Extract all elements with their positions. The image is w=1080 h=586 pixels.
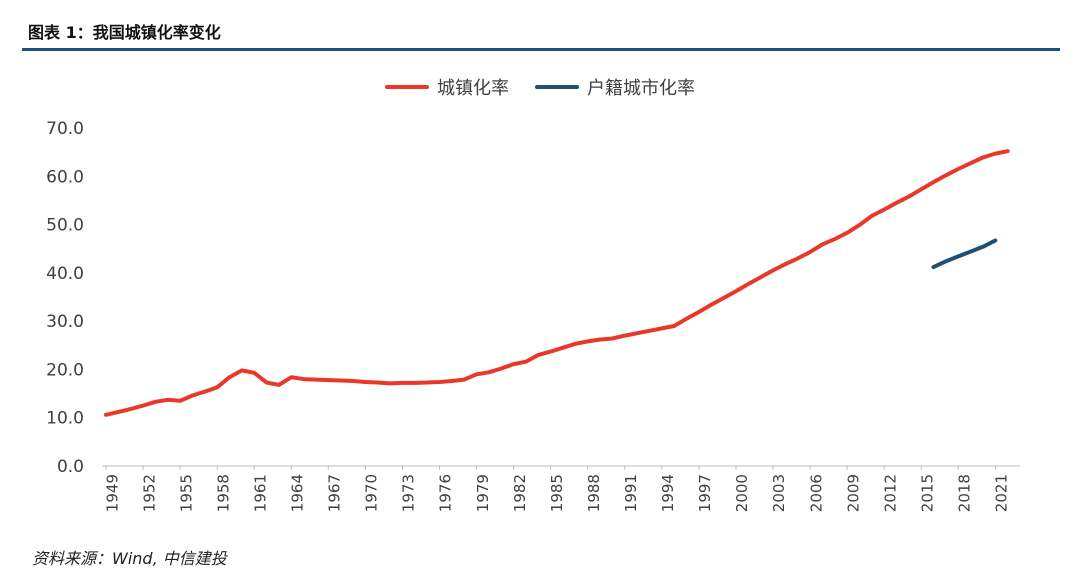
x-tick-label: 1997 <box>696 474 714 512</box>
series-line-registered-urbanization <box>931 238 998 270</box>
x-tick-label: 1985 <box>548 474 566 512</box>
legend-label-urbanization: 城镇化率 <box>437 78 509 99</box>
figure-title: 图表 1：我国城镇化率变化 <box>28 23 221 42</box>
x-tick-label: 2000 <box>733 474 751 512</box>
title-divider <box>22 48 1060 51</box>
x-tick-label: 2006 <box>807 474 825 512</box>
x-tick-label: 1955 <box>177 474 195 512</box>
x-tick-label: 1994 <box>659 474 677 512</box>
x-tick-label: 1964 <box>289 474 307 512</box>
y-tick-label: 40.0 <box>46 264 84 284</box>
x-tick-label: 2018 <box>955 474 973 512</box>
x-tick-label: 1973 <box>400 474 418 512</box>
x-tick-label: 1949 <box>103 474 121 512</box>
y-tick-label: 50.0 <box>46 216 84 236</box>
legend-item-urbanization: 城镇化率 <box>385 74 509 100</box>
y-tick-label: 20.0 <box>46 360 84 380</box>
x-tick-label: 1952 <box>140 474 158 512</box>
x-tick-label: 2003 <box>770 474 788 512</box>
x-tick-label: 1961 <box>251 474 269 512</box>
x-tick-label: 2021 <box>993 474 1011 512</box>
x-tick-label: 1976 <box>437 474 455 512</box>
series-line-urbanization <box>104 149 1010 417</box>
x-tick-label: 2015 <box>918 474 936 512</box>
x-tick-label: 1991 <box>622 474 640 512</box>
x-tick-label: 1988 <box>585 474 603 512</box>
legend-swatch-urbanization <box>385 85 429 89</box>
y-tick-label: 0.0 <box>57 457 84 477</box>
x-tick-label: 1970 <box>363 474 381 512</box>
x-tick-label: 2009 <box>844 474 862 512</box>
source-note: 资料来源：Wind, 中信建投 <box>32 549 227 568</box>
y-tick-label: 70.0 <box>46 119 84 139</box>
y-tick-label: 60.0 <box>46 167 84 187</box>
legend-label-registered-urbanization: 户籍城市化率 <box>587 78 695 99</box>
x-tick-label: 1982 <box>511 474 529 512</box>
x-tick-label: 1958 <box>214 474 232 512</box>
x-tick-label: 1967 <box>326 474 344 512</box>
y-tick-label: 10.0 <box>46 409 84 429</box>
legend-swatch-registered-urbanization <box>535 85 579 89</box>
x-tick-label: 1979 <box>474 474 492 512</box>
x-tick-label: 2012 <box>881 474 899 512</box>
legend-item-registered-urbanization: 户籍城市化率 <box>535 74 695 100</box>
y-tick-label: 30.0 <box>46 312 84 332</box>
chart-legend: 城镇化率 户籍城市化率 <box>0 74 1080 100</box>
